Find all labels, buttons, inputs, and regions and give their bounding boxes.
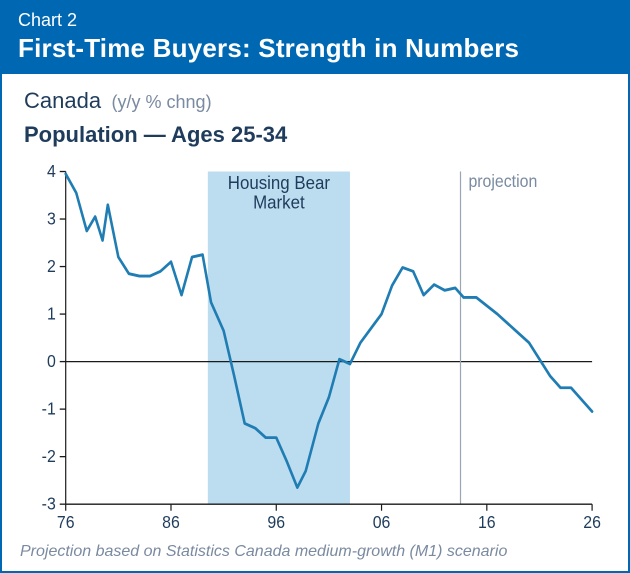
footnote: Projection based on Statistics Canada me… bbox=[2, 537, 628, 571]
projection-label: projection bbox=[468, 171, 537, 191]
x-tick-label: 96 bbox=[267, 513, 285, 533]
bear-market-shade bbox=[208, 172, 350, 505]
x-tick-label: 06 bbox=[373, 513, 391, 533]
chart-header: Chart 2 First-Time Buyers: Strength in N… bbox=[2, 2, 628, 74]
x-tick-label: 26 bbox=[583, 513, 601, 533]
y-tick-label: 2 bbox=[47, 256, 56, 276]
x-tick-label: 76 bbox=[57, 513, 75, 533]
y-tick-label: -3 bbox=[42, 494, 56, 514]
y-tick-label: 3 bbox=[47, 209, 56, 229]
region-label: Canada bbox=[24, 88, 101, 113]
shade-label-line1: Housing Bear bbox=[228, 172, 330, 193]
line-chart: projection Housing BearMarket -3 -2 -1 0 1 2 3 4 7… bbox=[24, 154, 606, 537]
y-tick-label: 0 bbox=[47, 351, 56, 371]
y-tick-label: 4 bbox=[47, 161, 56, 181]
y-tick-label: -1 bbox=[42, 399, 56, 419]
series-label: Population — Ages 25-34 bbox=[24, 122, 606, 148]
shade-label-line2: Market bbox=[253, 192, 305, 213]
y-tick-label: -2 bbox=[42, 446, 56, 466]
plot-area: projection Housing BearMarket -3 -2 -1 0 1 2 3 4 7… bbox=[24, 154, 606, 537]
chart-card: Chart 2 First-Time Buyers: Strength in N… bbox=[0, 0, 630, 573]
chart-number: Chart 2 bbox=[18, 10, 612, 31]
x-tick-label: 86 bbox=[162, 513, 180, 533]
y-tick-label: 1 bbox=[47, 304, 56, 324]
chart-title: First-Time Buyers: Strength in Numbers bbox=[18, 33, 612, 64]
unit-label: (y/y % chng) bbox=[112, 92, 212, 112]
x-tick-label: 16 bbox=[478, 513, 496, 533]
chart-subhead: Canada (y/y % chng) Population — Ages 25… bbox=[2, 74, 628, 148]
